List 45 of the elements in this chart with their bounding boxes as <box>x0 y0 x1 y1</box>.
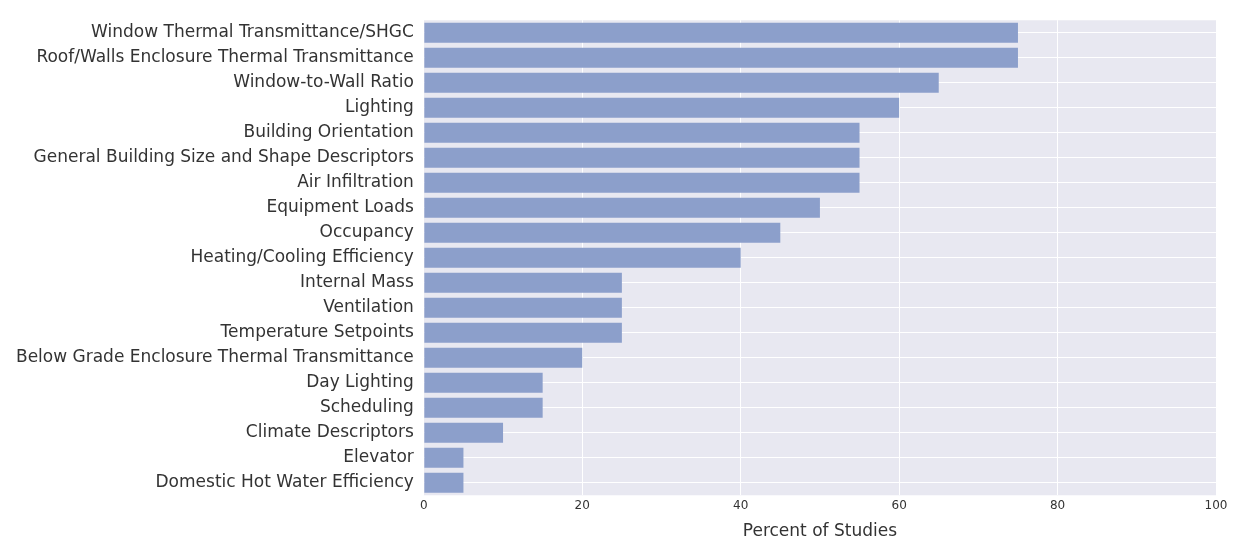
y-tick-label: Window Thermal Transmittance/SHGC <box>91 21 414 42</box>
bar <box>424 347 583 368</box>
x-tick-label: 20 <box>574 497 590 512</box>
x-tick-label: 60 <box>891 497 907 512</box>
bar <box>424 172 860 193</box>
y-tick-label: General Building Size and Shape Descriptors <box>33 146 414 167</box>
y-tick-label: Temperature Setpoints <box>219 321 414 342</box>
bar <box>424 472 464 493</box>
bar <box>424 422 504 443</box>
y-tick-label: Equipment Loads <box>266 196 414 217</box>
bar <box>424 297 622 318</box>
y-tick-label: Heating/Cooling Efficiency <box>190 246 414 267</box>
bar <box>424 222 781 243</box>
bar <box>424 22 1018 43</box>
bar <box>424 97 900 118</box>
y-tick-label: Day Lighting <box>306 371 414 392</box>
bar <box>424 197 820 218</box>
y-tick-label: Lighting <box>345 96 414 117</box>
bar <box>424 72 939 93</box>
bar <box>424 322 622 343</box>
x-tick-label: 0 <box>420 497 428 512</box>
y-tick-label: Climate Descriptors <box>245 421 414 442</box>
y-tick-label: Ventilation <box>323 296 414 317</box>
y-tick-label: Below Grade Enclosure Thermal Transmittance <box>15 346 414 367</box>
bar <box>424 47 1018 68</box>
y-tick-label: Occupancy <box>319 221 414 242</box>
bar <box>424 147 860 168</box>
y-tick-label: Elevator <box>343 446 414 467</box>
bar <box>424 447 464 468</box>
y-tick-label: Building Orientation <box>243 121 414 142</box>
bar <box>424 272 622 293</box>
bar <box>424 372 543 393</box>
y-tick-label: Scheduling <box>319 396 414 417</box>
bar <box>424 122 860 143</box>
x-tick-label: 100 <box>1204 497 1228 512</box>
y-tick-label: Window-to-Wall Ratio <box>233 71 414 92</box>
y-tick-label: Air Infiltration <box>297 171 414 192</box>
bar <box>424 397 543 418</box>
bar <box>424 247 741 268</box>
y-tick-label: Domestic Hot Water Efficiency <box>155 471 414 492</box>
x-tick-label: 80 <box>1049 497 1066 512</box>
y-tick-label: Roof/Walls Enclosure Thermal Transmittance <box>36 46 414 67</box>
x-axis-title: Percent of Studies <box>742 520 898 541</box>
x-tick-label: 40 <box>733 497 749 512</box>
y-tick-label: Internal Mass <box>300 271 414 292</box>
